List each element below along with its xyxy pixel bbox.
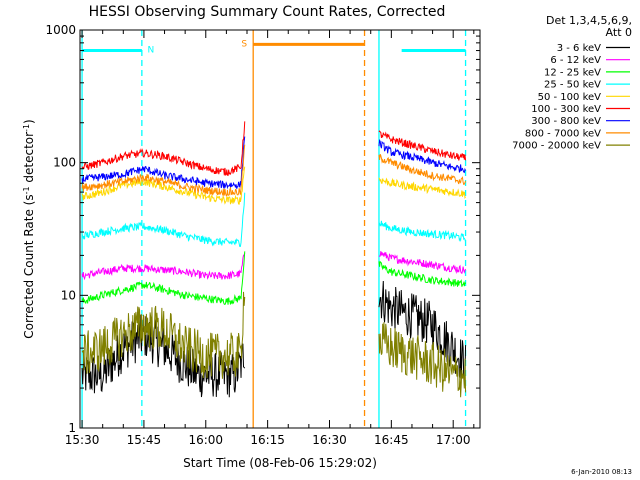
- series-line: [378, 177, 466, 199]
- series-line: [378, 322, 467, 398]
- x-tick-label: 16:00: [188, 433, 223, 447]
- series-lines: [81, 121, 467, 398]
- series-line: [378, 220, 467, 243]
- series-line: [81, 314, 246, 398]
- series-line: [81, 192, 246, 248]
- series-line: [81, 121, 246, 177]
- legend-label: 3 - 6 keV: [557, 43, 601, 54]
- x-tick-label: 16:45: [374, 433, 409, 447]
- plot-area: NS: [81, 30, 467, 428]
- x-axis-ticks: 15:30 15:45 16:00 16:15 16:30 16:45 17:00: [65, 30, 475, 447]
- y-tick-label: 100: [53, 156, 76, 170]
- x-tick-label: 15:45: [127, 433, 162, 447]
- flag-label: S: [241, 39, 247, 49]
- series-line: [81, 251, 246, 306]
- legend-label: 12 - 25 keV: [544, 67, 601, 78]
- series-line: [81, 166, 246, 205]
- series-line: [81, 144, 246, 197]
- y-tick-label: 1: [68, 421, 76, 435]
- series-line: [378, 138, 467, 174]
- series-line: [378, 153, 467, 186]
- chart-title: HESSI Observing Summary Count Rates, Cor…: [89, 4, 446, 20]
- x-axis-label: Start Time (08-Feb-06 15:29:02): [183, 456, 377, 470]
- attenuator-flags: NS: [82, 39, 466, 56]
- footer-date: 6-Jan-2010 08:13: [571, 468, 632, 476]
- legend-header-line-2: Att 0: [606, 26, 632, 39]
- legend-label: 800 - 7000 keV: [525, 128, 601, 139]
- series-line: [81, 291, 246, 379]
- series-line: [378, 260, 467, 287]
- legend-header-line-1: Det 1,3,4,5,6,9,: [546, 14, 632, 27]
- legend-label: 50 - 100 keV: [538, 92, 602, 103]
- y-axis-label: Corrected Count Rate (s-1 detector-1): [22, 119, 37, 338]
- x-tick-label: 16:30: [312, 433, 347, 447]
- plot-frame: [79, 29, 481, 429]
- flag-label: N: [147, 46, 154, 56]
- series-line: [378, 280, 467, 384]
- legend-label: 100 - 300 keV: [531, 104, 601, 115]
- x-tick-label: 15:30: [65, 433, 100, 447]
- y-tick-label: 1000: [45, 23, 76, 37]
- y-axis-ticks: 1 10 100 1000: [45, 23, 480, 435]
- series-line: [81, 253, 246, 281]
- legend-label: 25 - 50 keV: [544, 80, 601, 91]
- y-tick-label: 10: [61, 288, 76, 302]
- series-line: [81, 136, 246, 190]
- legend-label: 7000 - 20000 keV: [512, 141, 601, 152]
- legend-label: 6 - 12 keV: [550, 55, 601, 66]
- x-tick-label: 16:15: [250, 433, 285, 447]
- x-tick-label: 17:00: [436, 433, 471, 447]
- legend-label: 300 - 800 keV: [531, 116, 601, 127]
- series-line: [378, 251, 467, 275]
- series-line: [378, 130, 467, 161]
